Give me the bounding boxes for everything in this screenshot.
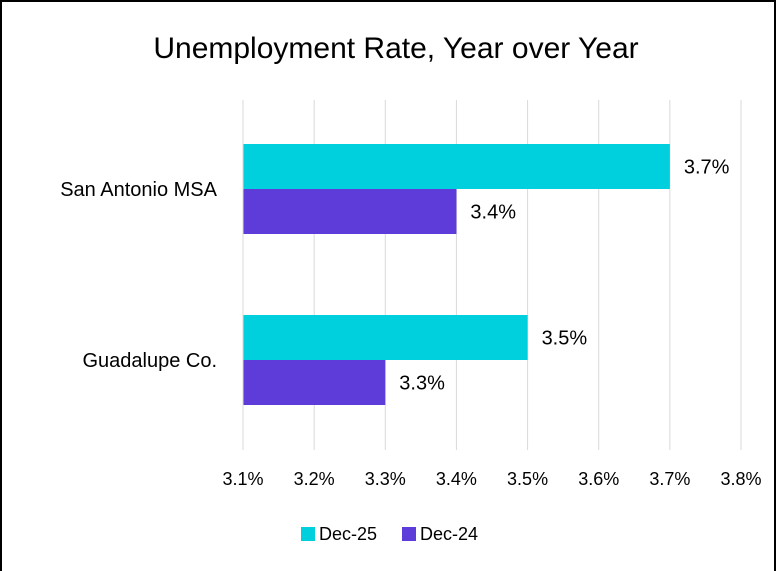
bar-Dec-24-1 (243, 360, 386, 405)
x-tick-label-2: 3.3% (365, 469, 406, 489)
x-tick-label-5: 3.6% (578, 469, 619, 489)
x-tick-labels: 3.1% 3.2% 3.3% 3.4% 3.5% 3.6% 3.7% 3.8% (222, 469, 761, 489)
bar-Dec-25-0 (243, 144, 670, 189)
bar-Dec-25-1 (243, 315, 528, 360)
x-tick-label-3: 3.4% (436, 469, 477, 489)
bar-Dec-24-0 (243, 189, 457, 234)
category-label-0: San Antonio MSA (60, 179, 217, 201)
legend-label-0: Dec-25 (319, 524, 377, 544)
data-label-Dec-24-0: 3.4% (470, 202, 516, 224)
x-tick-label-6: 3.7% (649, 469, 690, 489)
chart-title: Unemployment Rate, Year over Year (153, 32, 638, 65)
data-label-Dec-24-1: 3.3% (399, 373, 445, 395)
legend: Dec-25 Dec-24 (301, 524, 478, 544)
legend-swatch-0 (301, 527, 315, 541)
bars: 3.7% 3.4% 3.5% 3.3% (242, 108, 730, 442)
legend-label-1: Dec-24 (420, 524, 478, 544)
data-label-Dec-25-0: 3.7% (684, 157, 730, 179)
data-label-Dec-25-1: 3.5% (542, 328, 588, 350)
x-tick-label-1: 3.2% (294, 469, 335, 489)
category-label-1: Guadalupe Co. (82, 350, 217, 372)
x-tick-label-0: 3.1% (222, 469, 263, 489)
category-labels: San Antonio MSA Guadalupe Co. (60, 179, 217, 372)
x-tick-label-7: 3.8% (720, 469, 761, 489)
x-tick-label-4: 3.5% (507, 469, 548, 489)
legend-swatch-1 (402, 527, 416, 541)
